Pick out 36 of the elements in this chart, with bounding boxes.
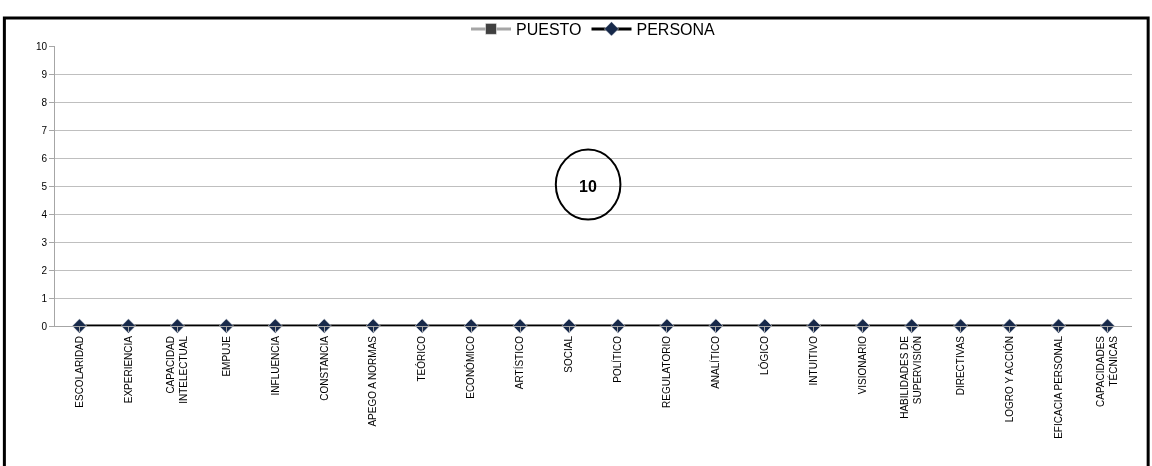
x-tick-label: EFICACIA PERSONAL <box>1052 335 1064 439</box>
x-tick-label: DIRECTIVAS <box>954 335 966 396</box>
x-tick-label: VISIONARIO <box>857 335 868 395</box>
x-tick-label: INFLUENCIA <box>269 335 281 396</box>
x-tick-label: HABILIDADES DE SUPERVISIÓN <box>899 335 924 419</box>
x-tick-label: APEGO A NORMAS <box>367 335 379 427</box>
y-tick-label: 4 <box>41 208 48 220</box>
x-tick-label: CAPACIDAD INTELECTUAL <box>165 335 190 404</box>
x-tick-label: CAPACIDADES TÉCNICAS <box>1095 335 1120 407</box>
x-tick-label: LOGRO Y ACCIÓN <box>1002 336 1015 423</box>
x-tick-label: EXPERIENCIA <box>122 335 134 404</box>
legend-label: PERSONA <box>636 21 716 39</box>
x-tick-label: ANALÍTICO <box>709 335 722 389</box>
y-tick-label: 7 <box>41 124 48 136</box>
x-tick-label: LÓGICO <box>758 335 771 375</box>
x-tick-label: EMPUJE <box>220 335 232 377</box>
y-tick-label: 6 <box>41 152 48 164</box>
y-tick-label: 8 <box>41 96 48 108</box>
y-tick-label: 9 <box>41 68 48 80</box>
x-tick-label: ESCOLARIDAD <box>73 336 85 408</box>
x-tick-label: POLÍTICO <box>611 335 624 383</box>
y-tick-label: 10 <box>35 40 48 52</box>
x-tick-label: INTUITIVO <box>808 335 820 386</box>
x-tick-label: TEÓRICO <box>415 335 428 382</box>
y-tick-label: 5 <box>41 180 48 192</box>
annotation: 10 <box>579 178 597 195</box>
y-tick-label: 1 <box>41 292 48 304</box>
x-tick-label: REGULATORIO <box>661 335 673 408</box>
x-tick-label: SOCIAL <box>563 335 575 373</box>
x-tick-label: ECONÓMICO <box>464 335 477 399</box>
legend-label: PUESTO <box>516 21 582 39</box>
y-tick-label: 2 <box>41 264 48 276</box>
x-tick-label: ARTÍSTICO <box>513 335 526 390</box>
x-tick-label: CONSTANCIA <box>318 335 330 401</box>
y-tick-label: 0 <box>41 320 48 332</box>
y-tick-label: 3 <box>41 236 48 248</box>
